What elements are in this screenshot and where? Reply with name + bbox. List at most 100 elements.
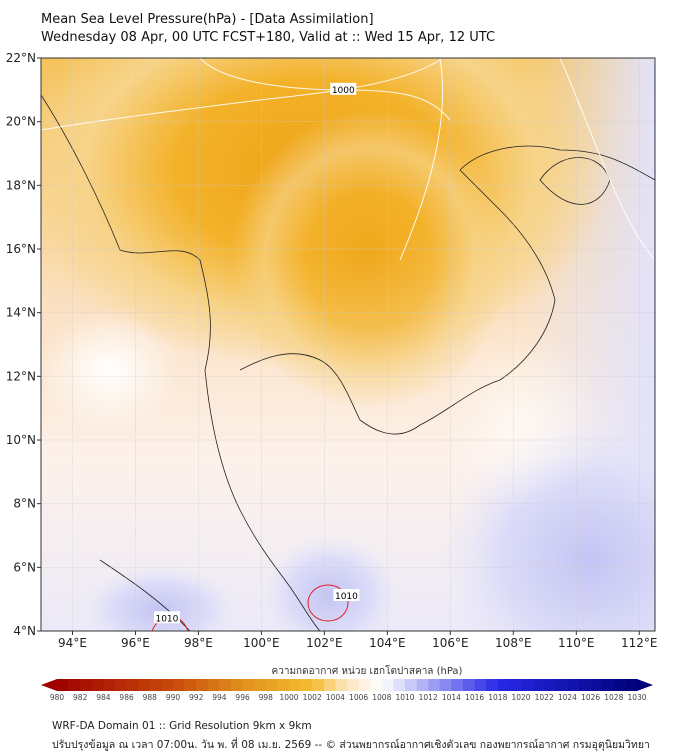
colorbar-bin (486, 679, 499, 691)
colorbar-tick-label: 994 (212, 693, 227, 702)
svg-text:1010: 1010 (155, 614, 178, 624)
colorbar-label: ความกดอากาศ หน่วย เฮกโตปาสคาล (hPa) (272, 664, 463, 677)
colorbar-bin (231, 679, 243, 691)
colorbar-bin (91, 679, 104, 691)
colorbar-bin (370, 679, 383, 691)
colorbar-bin (474, 679, 487, 691)
colorbar-bin (254, 679, 267, 691)
contour-label: 1010 (153, 611, 180, 624)
colorbar-tick-label: 1030 (627, 693, 646, 702)
x-tick-label: 96°E (121, 636, 150, 650)
colorbar-bin (497, 679, 510, 691)
colorbar-bin (625, 679, 638, 691)
colorbar-tick-label: 1026 (581, 693, 600, 702)
colorbar-bin (312, 679, 325, 691)
svg-text:1000: 1000 (332, 86, 355, 96)
colorbar-bin (451, 679, 464, 691)
colorbar-tick-label: 996 (235, 693, 250, 702)
colorbar-bin (347, 679, 359, 691)
colorbar-bin (509, 679, 522, 691)
colorbar-bin (323, 679, 336, 691)
colorbar-bin (613, 679, 626, 691)
colorbar-tick-label: 982 (73, 693, 88, 702)
colorbar-bin (463, 679, 475, 691)
colorbar-tick-label: 1006 (349, 693, 368, 702)
colorbar-tick-label: 984 (96, 693, 111, 702)
colorbar-bin (289, 679, 301, 691)
colorbar-bin (242, 679, 255, 691)
colorbar-min-arrow (41, 679, 57, 691)
colorbar-bin (207, 679, 220, 691)
colorbar-tick-label: 1024 (558, 693, 577, 702)
footer-credit: ปรับปรุงข้อมูล ณ เวลา 07:00น. วัน พ. ที่… (52, 739, 650, 751)
chart-subtitle: Wednesday 08 Apr, 00 UTC FCST+180, Valid… (41, 30, 496, 45)
colorbar-bin (115, 679, 127, 691)
y-tick-label: 12°N (6, 369, 36, 383)
y-tick-label: 6°N (13, 560, 36, 574)
colorbar-bin (126, 679, 139, 691)
colorbar-bin (149, 679, 162, 691)
colorbar-bin (184, 679, 197, 691)
colorbar-tick-label: 992 (189, 693, 204, 702)
colorbar-bin (196, 679, 209, 691)
x-tick-label: 106°E (432, 636, 469, 650)
colorbar-tick-label: 998 (259, 693, 274, 702)
colorbar-bin (138, 679, 151, 691)
colorbar-bin (602, 679, 615, 691)
colorbar-bin (68, 679, 81, 691)
colorbar-tick-label: 1018 (488, 693, 507, 702)
pressure-field (41, 58, 655, 631)
colorbar-bin (358, 679, 371, 691)
x-tick-label: 108°E (495, 636, 532, 650)
x-tick-label: 100°E (243, 636, 280, 650)
colorbar-tick-label: 1004 (326, 693, 345, 702)
footer-model-info: WRF-DA Domain 01 :: Grid Resolution 9km … (52, 720, 312, 732)
chart-title: Mean Sea Level Pressure(hPa) - [Data Ass… (41, 12, 374, 27)
y-tick-label: 14°N (6, 306, 36, 320)
colorbar-bin (416, 679, 429, 691)
colorbar-bin (555, 679, 568, 691)
colorbar-tick-label: 988 (143, 693, 158, 702)
colorbar-bin (173, 679, 185, 691)
colorbar-bin (590, 679, 603, 691)
colorbar-tick-label: 1008 (372, 693, 391, 702)
x-tick-label: 112°E (621, 636, 658, 650)
colorbar-bin (57, 679, 69, 691)
y-tick-label: 10°N (6, 433, 36, 447)
y-tick-label: 16°N (6, 242, 36, 256)
svg-text:1010: 1010 (335, 592, 358, 602)
colorbar-bin (405, 679, 417, 691)
map-frame (40, 57, 656, 632)
x-tick-label: 98°E (184, 636, 213, 650)
colorbar-bin (219, 679, 232, 691)
colorbar-bin (300, 679, 313, 691)
colorbar-tick-label: 1010 (395, 693, 414, 702)
x-tick-label: 110°E (558, 636, 595, 650)
colorbar-tick-label: 1002 (303, 693, 322, 702)
colorbar-bin (381, 679, 394, 691)
colorbar-bin (521, 679, 533, 691)
colorbar-tick-label: 1020 (511, 693, 530, 702)
y-tick-label: 22°N (6, 51, 36, 65)
colorbar-bin (579, 679, 591, 691)
colorbar-tick-label: 980 (50, 693, 65, 702)
colorbar-bin (567, 679, 580, 691)
colorbar-bin (393, 679, 406, 691)
y-tick-label: 8°N (13, 497, 36, 511)
colorbar-max-arrow (637, 679, 653, 691)
colorbar-bin (544, 679, 557, 691)
coastlines (41, 94, 655, 631)
colorbar-tick-label: 1000 (279, 693, 298, 702)
colorbar-bin (428, 679, 441, 691)
colorbar-bin (103, 679, 116, 691)
colorbar-bin (265, 679, 278, 691)
x-tick-label: 104°E (369, 636, 406, 650)
x-tick-label: 102°E (306, 636, 343, 650)
colorbar-tick-label: 1022 (535, 693, 554, 702)
colorbar-tick-label: 986 (119, 693, 134, 702)
y-tick-label: 18°N (6, 178, 36, 192)
colorbar-bin (439, 679, 452, 691)
colorbar-tick-label: 1016 (465, 693, 484, 702)
colorbar-tick-label: 990 (166, 693, 181, 702)
y-tick-label: 20°N (6, 115, 36, 129)
